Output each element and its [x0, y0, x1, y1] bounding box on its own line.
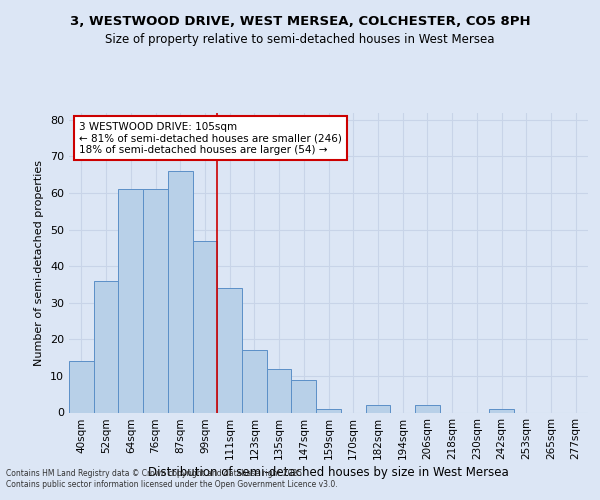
- Bar: [143, 190, 168, 412]
- Bar: [69, 362, 94, 412]
- Bar: [118, 190, 143, 412]
- Bar: [242, 350, 267, 412]
- Text: Contains public sector information licensed under the Open Government Licence v3: Contains public sector information licen…: [6, 480, 338, 489]
- Text: 3, WESTWOOD DRIVE, WEST MERSEA, COLCHESTER, CO5 8PH: 3, WESTWOOD DRIVE, WEST MERSEA, COLCHEST…: [70, 15, 530, 28]
- Bar: [267, 368, 292, 412]
- Bar: [365, 405, 390, 412]
- Text: 3 WESTWOOD DRIVE: 105sqm
← 81% of semi-detached houses are smaller (246)
18% of : 3 WESTWOOD DRIVE: 105sqm ← 81% of semi-d…: [79, 122, 342, 154]
- Bar: [168, 171, 193, 412]
- Bar: [316, 409, 341, 412]
- Bar: [193, 240, 217, 412]
- Text: Contains HM Land Registry data © Crown copyright and database right 2025.: Contains HM Land Registry data © Crown c…: [6, 468, 305, 477]
- Text: Size of property relative to semi-detached houses in West Mersea: Size of property relative to semi-detach…: [105, 32, 495, 46]
- Bar: [292, 380, 316, 412]
- X-axis label: Distribution of semi-detached houses by size in West Mersea: Distribution of semi-detached houses by …: [148, 466, 509, 479]
- Bar: [94, 281, 118, 412]
- Bar: [217, 288, 242, 412]
- Bar: [489, 409, 514, 412]
- Y-axis label: Number of semi-detached properties: Number of semi-detached properties: [34, 160, 44, 366]
- Bar: [415, 405, 440, 412]
